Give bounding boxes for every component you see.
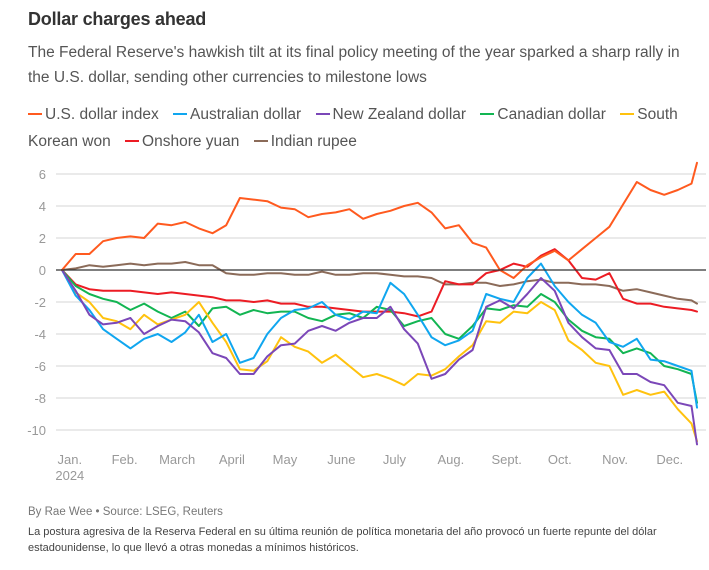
- legend-swatch: [480, 112, 495, 116]
- legend-item: Indian rupee: [253, 133, 357, 150]
- legend-swatch: [315, 112, 330, 116]
- y-tick-label: -2: [34, 295, 46, 310]
- y-tick-label: -8: [34, 391, 46, 406]
- y-tick-label: 4: [39, 199, 46, 214]
- legend-label: Canadian dollar: [497, 106, 606, 123]
- chart-title: Dollar charges ahead: [28, 9, 207, 29]
- legend-item: Canadian dollar: [480, 106, 606, 123]
- series-line-australian-dollar: [61, 262, 698, 409]
- x-tick-label: Sept.: [491, 452, 521, 467]
- y-tick-label: -6: [34, 359, 46, 374]
- y-tick-label: -10: [27, 423, 46, 438]
- chart-legend: U.S. dollar index Australian dollar New …: [28, 101, 698, 155]
- x-tick-label: June: [327, 452, 355, 467]
- x-tick-label: April: [219, 452, 245, 467]
- x-tick-label: Dec.: [656, 452, 683, 467]
- legend-label: New Zealand dollar: [332, 106, 467, 123]
- x-tick-label: Oct.: [548, 452, 572, 467]
- x-tick-label: Nov.: [602, 452, 628, 467]
- legend-label: Indian rupee: [270, 133, 357, 150]
- series-line-indian-rupee: [61, 261, 698, 305]
- legend-item: Onshore yuan: [125, 133, 239, 150]
- series-line-new-zealand-dollar: [61, 269, 698, 446]
- legend-label: Onshore yuan: [142, 133, 240, 150]
- series-line-canadian-dollar: [61, 269, 698, 404]
- source-credit: By Rae Wee • Source: LSEG, Reuters: [28, 506, 223, 518]
- legend-item: New Zealand dollar: [315, 106, 467, 123]
- x-tick-label: March: [159, 452, 195, 467]
- x-tick-label: Feb.: [112, 452, 138, 467]
- x-tick-label: Jan.: [58, 452, 83, 467]
- legend-item: U.S. dollar index: [28, 106, 159, 123]
- legend-item: South Korean won: [28, 106, 678, 150]
- line-chart: 6 4 2 0 -2 -4 -6 -8 -10 Jan.2024 Feb. March April May…: [27, 161, 706, 483]
- y-tick-label: 2: [39, 231, 46, 246]
- y-tick-label: 0: [39, 263, 46, 278]
- legend-swatch: [173, 112, 188, 116]
- x-tick-label: July: [383, 452, 407, 467]
- legend-swatch: [253, 139, 268, 143]
- y-tick-label: -4: [34, 327, 46, 342]
- legend-swatch: [620, 112, 635, 116]
- legend-label: U.S. dollar index: [45, 106, 159, 123]
- legend-swatch: [125, 139, 140, 143]
- x-tick-label: Aug.: [437, 452, 464, 467]
- y-tick-label: 6: [39, 167, 46, 182]
- legend-label: South Korean won: [28, 106, 678, 150]
- series-line-south-korean-won: [61, 269, 698, 443]
- series-line-u-s-dollar-index: [61, 161, 698, 279]
- legend-label: Australian dollar: [190, 106, 302, 123]
- legend-item: Australian dollar: [173, 106, 301, 123]
- x-tick-sublabel: 2024: [55, 468, 84, 483]
- translated-caption: La postura agresiva de la Reserva Federa…: [28, 526, 657, 554]
- chart-subtitle: The Federal Reserve's hawkish tilt at it…: [28, 44, 680, 86]
- legend-swatch: [28, 112, 42, 116]
- x-tick-label: May: [273, 452, 298, 467]
